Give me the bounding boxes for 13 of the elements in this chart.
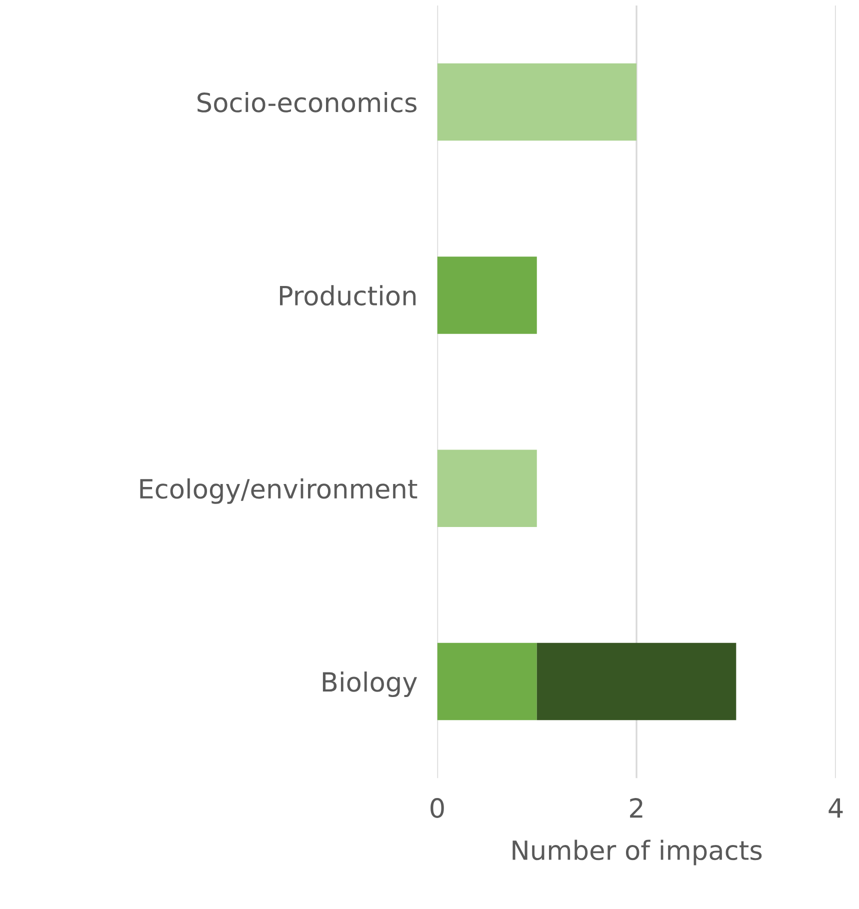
bar: [437, 450, 537, 527]
x-tick-label: 2: [630, 798, 642, 818]
x-tick-label: 0: [430, 798, 444, 818]
x-axis-title: Number of impacts: [512, 840, 762, 866]
y-tick-label: Production: [280, 285, 416, 306]
y-tick-label: Biology: [322, 671, 417, 698]
y-tick-label: Socio-economics: [198, 92, 416, 112]
bar: [437, 256, 537, 334]
bar: [536, 642, 736, 720]
bar: [437, 63, 637, 141]
y-tick-label: Ecology/environment: [140, 478, 418, 504]
bar: [437, 642, 537, 720]
x-tick-label: 4: [828, 798, 843, 818]
